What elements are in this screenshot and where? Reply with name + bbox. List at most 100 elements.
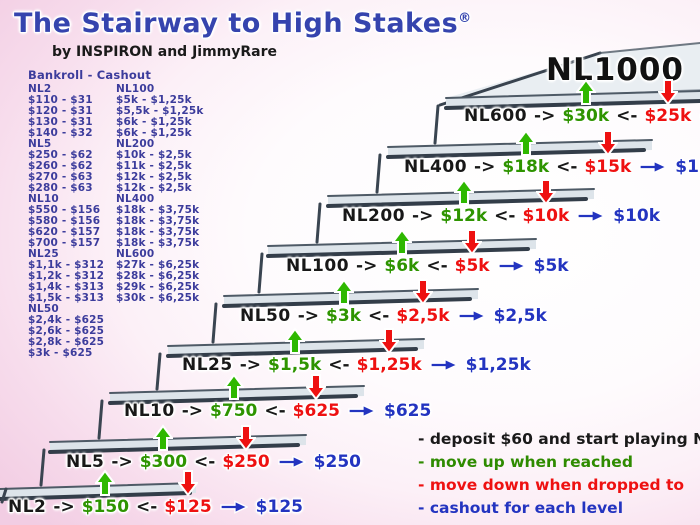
move-down-arrow-icon (411, 278, 434, 306)
move-down-value: $250 (222, 425, 270, 472)
step-level: NL5 (66, 452, 105, 472)
move-up-arrow-icon (222, 373, 245, 401)
table-row: $700 - $157 (28, 237, 101, 249)
step-nl10: NL10 -> $750 <- $625 $625 (124, 373, 432, 421)
step-level: NL2 (8, 497, 47, 517)
cashout-arrow-icon (639, 160, 668, 174)
bankroll-cashout-table: Bankroll - Cashout NL2 $110 - $31 $120 -… (28, 68, 204, 359)
move-up-token: -> (412, 206, 434, 226)
move-up-token: -> (356, 256, 378, 276)
table-row: $130 - $31 (28, 116, 93, 128)
table-columns: NL2 $110 - $31 $120 - $31 $130 - $31 $14… (28, 84, 204, 359)
step-level: NL50 (240, 306, 291, 326)
table-level-header: NL2 (28, 83, 52, 95)
move-down-value: $125 (164, 470, 212, 517)
table-row: $1,2k - $312 (28, 270, 105, 282)
table-row: $280 - $63 (28, 182, 93, 194)
table-level-header: NL50 (28, 303, 59, 315)
step-level: NL10 (124, 401, 175, 421)
move-down-token: <- (426, 256, 448, 276)
cashout-value: $625 (384, 401, 432, 421)
table-row: $27k - $6,25k (116, 259, 200, 271)
table-row: $270 - $63 (28, 171, 93, 183)
cashout-arrow-icon (348, 404, 376, 418)
table-row: $1,1k - $312 (28, 259, 105, 271)
move-up-value: $750 (210, 373, 257, 421)
table-row: $12k - $2,5k (116, 182, 192, 194)
table-column-2: NL100 $5k - $1,25k $5,5k - $1,25k $6k - … (116, 84, 204, 359)
cashout-arrow-icon (429, 358, 458, 372)
step-nl100: NL100 -> $6k <- $5k $5k (286, 228, 569, 276)
table-row: $550 - $156 (28, 204, 101, 216)
table-row: $140 - $32 (28, 127, 93, 139)
cashout-arrow-icon (497, 259, 526, 273)
move-down-value: $25k (644, 79, 691, 126)
top-level-label: NL1000 (546, 52, 684, 88)
move-down-token: <- (556, 157, 578, 177)
cashout-value: $125 (255, 497, 303, 517)
table-row: $30k - $6,25k (116, 292, 200, 304)
table-row: $28k - $6,25k (116, 270, 200, 282)
table-row: $250 - $62 (28, 149, 93, 161)
move-up-value: $1,5k (268, 327, 321, 375)
cashout-value: $2,5k (493, 306, 547, 326)
step-nl50: NL50 -> $3k <- $2,5k $2,5k (240, 278, 547, 326)
move-down-arrow-icon (177, 469, 199, 497)
move-up-token: -> (534, 106, 556, 126)
table-level-header: NL100 (116, 83, 155, 95)
move-up-arrow-icon (452, 178, 475, 206)
legend-move-up: - move up when reached (418, 453, 633, 471)
move-down-arrow-icon (235, 424, 257, 452)
table-level-header: NL400 (116, 193, 155, 205)
table-level-header: NL200 (116, 138, 155, 150)
move-down-arrow-icon (596, 129, 619, 157)
table-row: $18k - $3,75k (116, 237, 200, 249)
registered-mark: ® (458, 11, 472, 26)
move-up-arrow-icon (514, 129, 537, 157)
move-up-token: -> (474, 157, 496, 177)
table-row: $110 - $31 (28, 94, 93, 106)
table-row: $5k - $1,25k (116, 94, 192, 106)
cashout-arrow-icon (277, 455, 306, 469)
move-down-arrow-icon (534, 178, 557, 206)
move-up-arrow-icon (332, 278, 355, 306)
move-up-arrow-icon (283, 327, 306, 355)
move-up-value: $3k (326, 278, 361, 326)
table-row: $260 - $62 (28, 160, 93, 172)
step-level: NL400 (404, 157, 468, 177)
table-row: $120 - $31 (28, 105, 93, 117)
table-header: Bankroll - Cashout (28, 68, 152, 82)
step-level: NL600 (464, 106, 528, 126)
table-row: $1,5k - $313 (28, 292, 105, 304)
move-down-value: $5k (455, 229, 490, 276)
table-level-header: NL25 (28, 248, 59, 260)
move-down-value: $10k (522, 179, 569, 226)
cashout-arrow-icon (577, 209, 606, 223)
move-down-token: <- (136, 497, 158, 517)
table-column-1: NL2 $110 - $31 $120 - $31 $130 - $31 $14… (28, 84, 116, 359)
table-row: $6k - $1,25k (116, 116, 192, 128)
legend: - deposit $60 and start playing NL2 - mo… (418, 428, 700, 520)
move-up-value: $12k (440, 178, 487, 226)
table-row: $2,8k - $625 (28, 336, 105, 348)
move-down-token: <- (194, 452, 216, 472)
move-up-value: $6k (384, 228, 419, 276)
move-down-value: $15k (584, 130, 631, 177)
table-row: $18k - $3,75k (116, 204, 200, 216)
move-up-arrow-icon (94, 469, 117, 497)
step-level: NL200 (342, 206, 406, 226)
table-row: $29k - $6,25k (116, 281, 200, 293)
table-row: $18k - $3,75k (116, 226, 200, 238)
cashout-value: $1,25k (465, 355, 531, 375)
cashout-value: $10k (613, 206, 661, 226)
table-row: $3k - $625 (28, 347, 93, 359)
move-down-value: $2,5k (396, 279, 450, 326)
move-down-token: <- (368, 306, 390, 326)
move-down-token: <- (264, 401, 286, 421)
move-down-value: $1,25k (357, 328, 422, 375)
step-nl2: NL2 -> $150 <- $125 $125 (8, 469, 303, 517)
table-row: $10k - $2,5k (116, 149, 192, 161)
step-nl400: NL400 -> $18k <- $15k $15k (404, 129, 700, 177)
table-row: $18k - $3,75k (116, 215, 200, 227)
